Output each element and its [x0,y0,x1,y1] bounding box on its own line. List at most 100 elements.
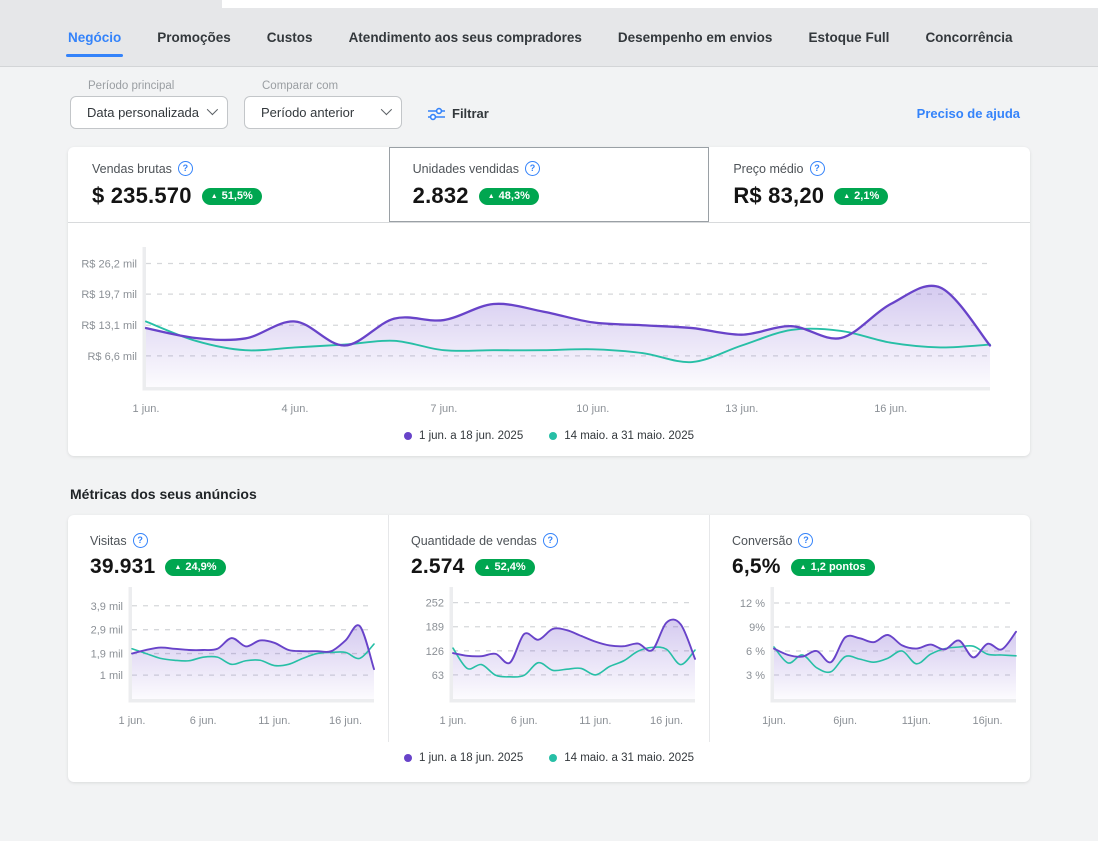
period-select[interactable]: Data personalizada [70,96,228,129]
metric-value: $ 235.570 [92,183,192,209]
legend-previous-period: 14 maio. a 31 maio. 2025 [549,752,694,764]
metric-value: 6,5% [732,555,781,579]
trend-badge: ▲ 52,4% [475,559,535,576]
trend-badge: ▲ 51,5% [202,188,262,205]
tab-negocio[interactable]: Negócio [68,30,121,45]
svg-text:9%: 9% [749,622,765,634]
summary-metric-row: Vendas brutas ? $ 235.570 ▲ 51,5% Unidad… [68,147,1030,223]
tab-atendimento[interactable]: Atendimento aos seus compradores [349,30,582,45]
svg-text:2,9 mil: 2,9 mil [91,625,123,637]
svg-text:4 jun.: 4 jun. [281,403,308,415]
legend-current-period: 1 jun. a 18 jun. 2025 [404,752,523,764]
ads-col-conversao: Conversão ? 6,5% ▲ 1,2 pontos 3 %6 %9%12… [709,515,1030,742]
metric-label: Visitas [90,534,127,548]
up-arrow-icon: ▲ [174,564,181,571]
svg-text:16jun.: 16jun. [973,715,1003,727]
filter-button[interactable]: Filtrar [428,106,489,121]
tab-estoque-full[interactable]: Estoque Full [808,30,889,45]
svg-text:R$ 19,7 mil: R$ 19,7 mil [81,289,137,301]
svg-text:1 jun.: 1 jun. [119,715,146,727]
metric-preco-medio[interactable]: Preço médio ? R$ 83,20 ▲ 2,1% [709,147,1030,222]
trend-badge: ▲ 2,1% [834,188,888,205]
legend-dot-teal [549,754,557,762]
svg-text:3 %: 3 % [746,670,765,682]
help-tooltip-icon[interactable]: ? [133,533,148,548]
dashboard-content: Vendas brutas ? $ 235.570 ▲ 51,5% Unidad… [0,147,1098,782]
tab-desempenho-envios[interactable]: Desempenho em envios [618,30,773,45]
chevron-down-icon [207,104,218,115]
svg-text:126: 126 [426,646,444,658]
svg-text:R$ 13,1 mil: R$ 13,1 mil [81,320,137,332]
gross-sales-chart: R$ 6,6 mil R$ 13,1 mil R$ 19,7 mil R$ 26,2 … [68,229,1030,421]
legend-previous-period: 14 maio. a 31 maio. 2025 [549,430,694,442]
metric-value: 2.574 [411,555,465,579]
svg-text:6 jun.: 6 jun. [511,715,538,727]
metric-value: 2.832 [413,183,469,209]
trend-badge: ▲ 1,2 pontos [791,559,875,576]
trend-value: 2,1% [854,191,879,202]
svg-text:16 jun.: 16 jun. [650,715,683,727]
svg-text:189: 189 [426,622,444,634]
legend-dot-purple [404,754,412,762]
svg-text:6 jun.: 6 jun. [190,715,217,727]
svg-text:7 jun.: 7 jun. [430,403,457,415]
svg-text:1,9 mil: 1,9 mil [91,649,123,661]
metric-value: 39.931 [90,555,155,579]
ads-metrics-grid: Visitas ? 39.931 ▲ 24,9% 1 mil1,9 mil2,9… [68,515,1030,742]
help-link[interactable]: Preciso de ajuda [917,106,1020,121]
help-tooltip-icon[interactable]: ? [525,161,540,176]
svg-text:16 jun.: 16 jun. [874,403,907,415]
svg-text:R$ 6,6 mil: R$ 6,6 mil [87,351,137,363]
ads-chart-legend: 1 jun. a 18 jun. 2025 14 maio. a 31 maio… [68,742,1030,782]
sales-summary-card: Vendas brutas ? $ 235.570 ▲ 51,5% Unidad… [68,147,1030,456]
tab-promocoes[interactable]: Promoções [157,30,231,45]
chart-legend: 1 jun. a 18 jun. 2025 14 maio. a 31 maio… [68,426,1030,456]
period-label: Período principal [88,80,228,92]
svg-text:R$ 26,2 mil: R$ 26,2 mil [81,258,137,270]
up-arrow-icon: ▲ [488,193,495,200]
metric-vendas-brutas[interactable]: Vendas brutas ? $ 235.570 ▲ 51,5% [68,147,389,222]
svg-text:1 jun.: 1 jun. [440,715,467,727]
svg-text:12 %: 12 % [740,598,765,610]
tab-bar: Negócio Promoções Custos Atendimento aos… [0,0,1098,67]
legend-current-period: 1 jun. a 18 jun. 2025 [404,430,523,442]
metric-unidades-vendidas[interactable]: Unidades vendidas ? 2.832 ▲ 48,3% [389,147,710,222]
up-arrow-icon: ▲ [484,564,491,571]
svg-text:10 jun.: 10 jun. [576,403,609,415]
help-tooltip-icon[interactable]: ? [543,533,558,548]
legend-label: 14 maio. a 31 maio. 2025 [564,430,694,442]
trend-badge: ▲ 24,9% [165,559,225,576]
chevron-down-icon [381,104,392,115]
legend-label: 14 maio. a 31 maio. 2025 [564,752,694,764]
svg-text:11jun.: 11jun. [902,715,931,727]
filter-sliders-icon [428,107,445,121]
svg-text:252: 252 [426,598,444,610]
filter-button-label: Filtrar [452,106,489,121]
svg-text:1jun.: 1jun. [762,715,786,727]
svg-text:16 jun.: 16 jun. [329,715,362,727]
help-tooltip-icon[interactable]: ? [178,161,193,176]
ads-metrics-card: Visitas ? 39.931 ▲ 24,9% 1 mil1,9 mil2,9… [68,515,1030,782]
metric-label: Unidades vendidas [413,162,519,176]
metric-value: R$ 83,20 [733,183,824,209]
tab-concorrencia[interactable]: Concorrência [925,30,1012,45]
svg-text:6jun.: 6jun. [833,715,857,727]
trend-value: 48,3% [499,191,530,202]
trend-value: 51,5% [222,191,253,202]
metric-label: Quantidade de vendas [411,534,537,548]
legend-dot-purple [404,432,412,440]
tab-custos[interactable]: Custos [267,30,313,45]
sales-quantity-chart: 63 126 189 252 1 jun. 6 jun. 11 jun. 16 jun. [405,579,705,737]
ads-col-quantidade-vendas: Quantidade de vendas ? 2.574 ▲ 52,4% 63 1… [388,515,709,742]
svg-text:63: 63 [432,670,444,682]
legend-dot-teal [549,432,557,440]
metric-label: Preço médio [733,162,803,176]
help-tooltip-icon[interactable]: ? [798,533,813,548]
help-tooltip-icon[interactable]: ? [810,161,825,176]
compare-select[interactable]: Período anterior [244,96,402,129]
ads-col-visitas: Visitas ? 39.931 ▲ 24,9% 1 mil1,9 mil2,9… [68,515,388,742]
trend-value: 1,2 pontos [811,562,866,573]
svg-text:11 jun.: 11 jun. [579,715,611,727]
metric-label: Conversão [732,534,792,548]
filter-bar: Período principal Data personalizada Com… [0,67,1098,147]
